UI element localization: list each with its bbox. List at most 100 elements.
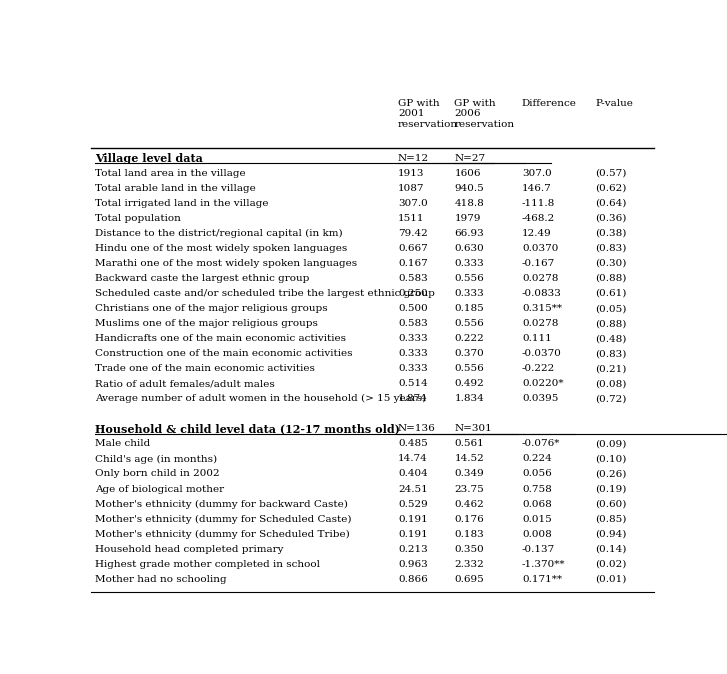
Text: 0.556: 0.556 — [454, 319, 484, 328]
Text: Handicrafts one of the main economic activities: Handicrafts one of the main economic act… — [95, 334, 346, 343]
Text: Hindu one of the most widely spoken languages: Hindu one of the most widely spoken lang… — [95, 244, 348, 253]
Text: 14.74: 14.74 — [398, 454, 427, 464]
Text: Total irrigated land in the village: Total irrigated land in the village — [95, 199, 269, 208]
Text: 0.185: 0.185 — [454, 304, 484, 313]
Text: 0.224: 0.224 — [522, 454, 552, 464]
Text: (0.48): (0.48) — [595, 334, 627, 343]
Text: (0.09): (0.09) — [595, 439, 627, 448]
Text: Trade one of the main economic activities: Trade one of the main economic activitie… — [95, 364, 316, 373]
Text: Total land area in the village: Total land area in the village — [95, 168, 246, 178]
Text: 0.556: 0.556 — [454, 274, 484, 283]
Text: 0.176: 0.176 — [454, 515, 484, 524]
Text: 1913: 1913 — [398, 168, 425, 178]
Text: -1.370**: -1.370** — [522, 559, 566, 569]
Text: 0.333: 0.333 — [454, 289, 484, 298]
Text: 0.758: 0.758 — [522, 485, 552, 493]
Text: 0.667: 0.667 — [398, 244, 427, 253]
Text: Total arable land in the village: Total arable land in the village — [95, 184, 256, 193]
Text: (0.30): (0.30) — [595, 259, 627, 268]
Text: GP with
2001
reservation: GP with 2001 reservation — [398, 99, 458, 129]
Text: Construction one of the main economic activities: Construction one of the main economic ac… — [95, 349, 353, 358]
Text: 307.0: 307.0 — [398, 199, 427, 208]
Text: -468.2: -468.2 — [522, 214, 555, 223]
Text: -0.222: -0.222 — [522, 364, 555, 373]
Text: GP with
2006
reservation: GP with 2006 reservation — [454, 99, 515, 129]
Text: 0.349: 0.349 — [454, 470, 484, 479]
Text: (0.08): (0.08) — [595, 379, 627, 388]
Text: Average number of adult women in the household (> 15 years): Average number of adult women in the hou… — [95, 394, 427, 403]
Text: 24.51: 24.51 — [398, 485, 427, 493]
Text: (0.21): (0.21) — [595, 364, 627, 373]
Text: (0.88): (0.88) — [595, 319, 627, 328]
Text: 0.583: 0.583 — [398, 274, 427, 283]
Text: 1.874: 1.874 — [398, 394, 427, 403]
Text: 0.0220*: 0.0220* — [522, 379, 563, 388]
Text: Marathi one of the most widely spoken languages: Marathi one of the most widely spoken la… — [95, 259, 358, 268]
Text: 79.42: 79.42 — [398, 229, 427, 238]
Text: Mother's ethnicity (dummy for Scheduled Caste): Mother's ethnicity (dummy for Scheduled … — [95, 514, 352, 524]
Text: 0.056: 0.056 — [522, 470, 552, 479]
Text: (0.85): (0.85) — [595, 515, 627, 524]
Text: 0.333: 0.333 — [454, 259, 484, 268]
Text: Total population: Total population — [95, 214, 181, 223]
Text: 0.500: 0.500 — [398, 304, 427, 313]
Text: 0.315**: 0.315** — [522, 304, 562, 313]
Text: 1511: 1511 — [398, 214, 425, 223]
Text: (0.02): (0.02) — [595, 559, 627, 569]
Text: 0.0370: 0.0370 — [522, 244, 558, 253]
Text: 14.52: 14.52 — [454, 454, 484, 464]
Text: 0.0278: 0.0278 — [522, 274, 558, 283]
Text: 0.250: 0.250 — [398, 289, 427, 298]
Text: N=301: N=301 — [454, 425, 492, 433]
Text: -0.0833: -0.0833 — [522, 289, 562, 298]
Text: 307.0: 307.0 — [522, 168, 552, 178]
Text: Male child: Male child — [95, 439, 150, 448]
Text: Only born child in 2002: Only born child in 2002 — [95, 470, 220, 479]
Text: 146.7: 146.7 — [522, 184, 552, 193]
Text: 66.93: 66.93 — [454, 229, 484, 238]
Text: 0.191: 0.191 — [398, 530, 427, 539]
Text: Distance to the district/regional capital (in km): Distance to the district/regional capita… — [95, 228, 343, 238]
Text: 23.75: 23.75 — [454, 485, 484, 493]
Text: 0.333: 0.333 — [398, 334, 427, 343]
Text: (0.10): (0.10) — [595, 454, 627, 464]
Text: 0.183: 0.183 — [454, 530, 484, 539]
Text: N=12: N=12 — [398, 154, 429, 162]
Text: 0.333: 0.333 — [398, 364, 427, 373]
Text: 0.0395: 0.0395 — [522, 394, 558, 403]
Text: 0.695: 0.695 — [454, 575, 484, 584]
Text: N=27: N=27 — [454, 154, 486, 162]
Text: 1087: 1087 — [398, 184, 425, 193]
Text: (0.83): (0.83) — [595, 349, 627, 358]
Text: (0.26): (0.26) — [595, 470, 627, 479]
Text: Muslims one of the major religious groups: Muslims one of the major religious group… — [95, 319, 318, 328]
Text: Village level data: Village level data — [95, 152, 204, 164]
Text: 0.015: 0.015 — [522, 515, 552, 524]
Text: (0.14): (0.14) — [595, 545, 627, 554]
Text: 1.834: 1.834 — [454, 394, 484, 403]
Text: 0.222: 0.222 — [454, 334, 484, 343]
Text: -0.0370: -0.0370 — [522, 349, 562, 358]
Text: 940.5: 940.5 — [454, 184, 484, 193]
Text: Household head completed primary: Household head completed primary — [95, 545, 284, 554]
Text: 0.556: 0.556 — [454, 364, 484, 373]
Text: P-value: P-value — [595, 99, 633, 108]
Text: 0.630: 0.630 — [454, 244, 484, 253]
Text: 0.462: 0.462 — [454, 499, 484, 509]
Text: 1606: 1606 — [454, 168, 481, 178]
Text: Ratio of adult females/adult males: Ratio of adult females/adult males — [95, 379, 275, 388]
Text: (0.64): (0.64) — [595, 199, 627, 208]
Text: Child's age (in months): Child's age (in months) — [95, 454, 217, 464]
Text: Highest grade mother completed in school: Highest grade mother completed in school — [95, 559, 321, 569]
Text: 0.213: 0.213 — [398, 545, 427, 554]
Text: 418.8: 418.8 — [454, 199, 484, 208]
Text: Mother's ethnicity (dummy for backward Caste): Mother's ethnicity (dummy for backward C… — [95, 499, 348, 509]
Text: Christians one of the major religious groups: Christians one of the major religious gr… — [95, 304, 328, 313]
Text: (0.61): (0.61) — [595, 289, 627, 298]
Text: 0.008: 0.008 — [522, 530, 552, 539]
Text: Household & child level data (12-17 months old): Household & child level data (12-17 mont… — [95, 423, 401, 434]
Text: (0.36): (0.36) — [595, 214, 627, 223]
Text: 0.404: 0.404 — [398, 470, 427, 479]
Text: 0.167: 0.167 — [398, 259, 427, 268]
Text: -0.137: -0.137 — [522, 545, 555, 554]
